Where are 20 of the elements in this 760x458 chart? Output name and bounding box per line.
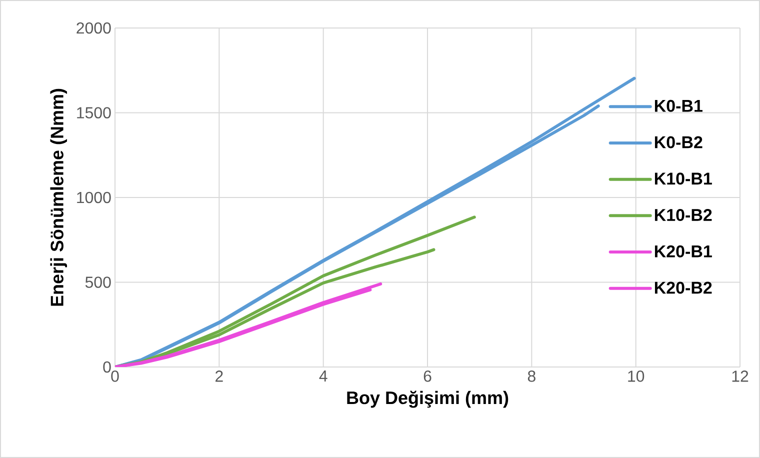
y-tick-label: 0: [103, 361, 111, 373]
x-tick-label: 8: [528, 370, 536, 382]
legend-label: K0-B1: [654, 100, 702, 112]
legend-label: K0-B2: [654, 136, 702, 148]
x-tick-label: 2: [216, 370, 223, 382]
x-tick-label: 6: [424, 370, 432, 382]
x-tick-label: 10: [628, 370, 644, 382]
y-tick-label: 500: [85, 276, 111, 288]
legend-label: K20-B2: [654, 282, 712, 294]
y-tick-label: 2000: [76, 22, 111, 34]
legend-label: K20-B1: [654, 245, 712, 258]
legend-label: K10-B2: [654, 208, 712, 222]
y-tick-label: 1500: [77, 107, 111, 118]
x-tick-label: 12: [732, 370, 748, 382]
x-tick-label: 4: [319, 370, 328, 382]
x-axis-title: Boy Değişimi (mm): [347, 390, 508, 408]
x-tick-label: 0: [111, 370, 119, 382]
legend-label: K10-B1: [654, 172, 712, 185]
y-axis-title: Enerji Sönümleme (Nmm): [50, 88, 68, 306]
y-tick-label: 1000: [77, 192, 111, 204]
